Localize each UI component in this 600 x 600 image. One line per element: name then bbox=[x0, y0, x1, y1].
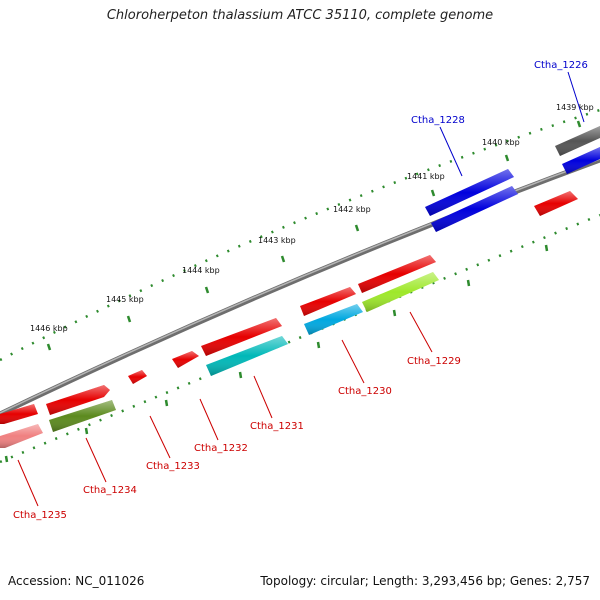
gene-label-ctha-1229[interactable]: Ctha_1229 bbox=[407, 356, 461, 367]
gene-label-ctha-1235[interactable]: Ctha_1235 bbox=[13, 510, 67, 521]
topology-text: Topology: circular; Length: 3,293,456 bp… bbox=[260, 574, 590, 588]
leader-ctha-1233 bbox=[149, 415, 171, 459]
gene-block-ctha-1230-outer[interactable] bbox=[300, 287, 356, 316]
kbp-label-1446: 1446 kbp bbox=[30, 324, 68, 333]
leader-ctha-1229 bbox=[409, 311, 433, 353]
gene-block-ctha-1234-cog[interactable] bbox=[49, 400, 116, 432]
gene-block-ctha-1228-cog[interactable] bbox=[431, 186, 518, 232]
kbp-ticks bbox=[4, 120, 582, 463]
gene-block-ctha-1229-outer[interactable] bbox=[358, 255, 436, 293]
scale-ring-outer bbox=[0, 108, 600, 362]
leader-ctha-1230 bbox=[341, 339, 365, 384]
gene-label-ctha-1228[interactable]: Ctha_1228 bbox=[411, 115, 465, 126]
kbp-label-1445: 1445 kbp bbox=[106, 295, 144, 304]
kbp-label-1441: 1441 kbp bbox=[407, 172, 445, 181]
gene-block-ctha-1226-outer[interactable] bbox=[555, 126, 600, 156]
gene-block-ctha-1235-cog[interactable] bbox=[0, 424, 43, 448]
leader-ctha-1234 bbox=[85, 437, 107, 483]
gene-block-ctha-1231-outer[interactable] bbox=[201, 318, 282, 356]
leader-ctha-1228 bbox=[439, 126, 463, 177]
gene-label-ctha-1234[interactable]: Ctha_1234 bbox=[83, 485, 137, 496]
map-title: Chloroherpeton thalassium ATCC 35110, co… bbox=[106, 8, 494, 23]
leader-ctha-1232 bbox=[199, 398, 219, 441]
kbp-label-1439: 1439 kbp bbox=[556, 103, 594, 112]
gene-block-ctha-1232[interactable] bbox=[172, 351, 199, 368]
gene-block-ctha-1231-cog[interactable] bbox=[206, 336, 288, 376]
gene-block-ctha-1230-cog[interactable] bbox=[304, 304, 363, 335]
kbp-label-1440: 1440 kbp bbox=[482, 138, 520, 147]
scale-ring-inner bbox=[0, 213, 600, 464]
accession-text: Accession: NC_011026 bbox=[8, 574, 145, 588]
gene-label-ctha-1233[interactable]: Ctha_1233 bbox=[146, 461, 200, 472]
gene-label-ctha-1230[interactable]: Ctha_1230 bbox=[338, 386, 392, 397]
gene-block-ctha-1229-cog[interactable] bbox=[362, 272, 439, 312]
kbp-label-1443: 1443 kbp bbox=[258, 236, 296, 245]
kbp-label-1444: 1444 kbp bbox=[182, 266, 220, 275]
kbp-label-1442: 1442 kbp bbox=[333, 205, 371, 214]
leader-ctha-1235 bbox=[17, 459, 39, 507]
leader-ctha-1226 bbox=[567, 71, 585, 123]
gene-block-ctha-1228-outer[interactable] bbox=[425, 169, 514, 216]
genome-backbone bbox=[0, 157, 600, 417]
gene-label-ctha-1232[interactable]: Ctha_1232 bbox=[194, 443, 248, 454]
gene-block-ctha-1234-outer[interactable] bbox=[46, 385, 110, 415]
gene-label-ctha-1231[interactable]: Ctha_1231 bbox=[250, 421, 304, 432]
gene-block-ctha-1235-outer[interactable] bbox=[0, 404, 38, 424]
leader-ctha-1231 bbox=[253, 375, 273, 419]
gene-block-ctha-1226-inner[interactable] bbox=[562, 147, 600, 174]
gene-block-ctha-1227[interactable] bbox=[534, 191, 578, 216]
gene-block-ctha-1233[interactable] bbox=[128, 370, 147, 384]
gene-label-ctha-1226[interactable]: Ctha_1226 bbox=[534, 60, 588, 71]
